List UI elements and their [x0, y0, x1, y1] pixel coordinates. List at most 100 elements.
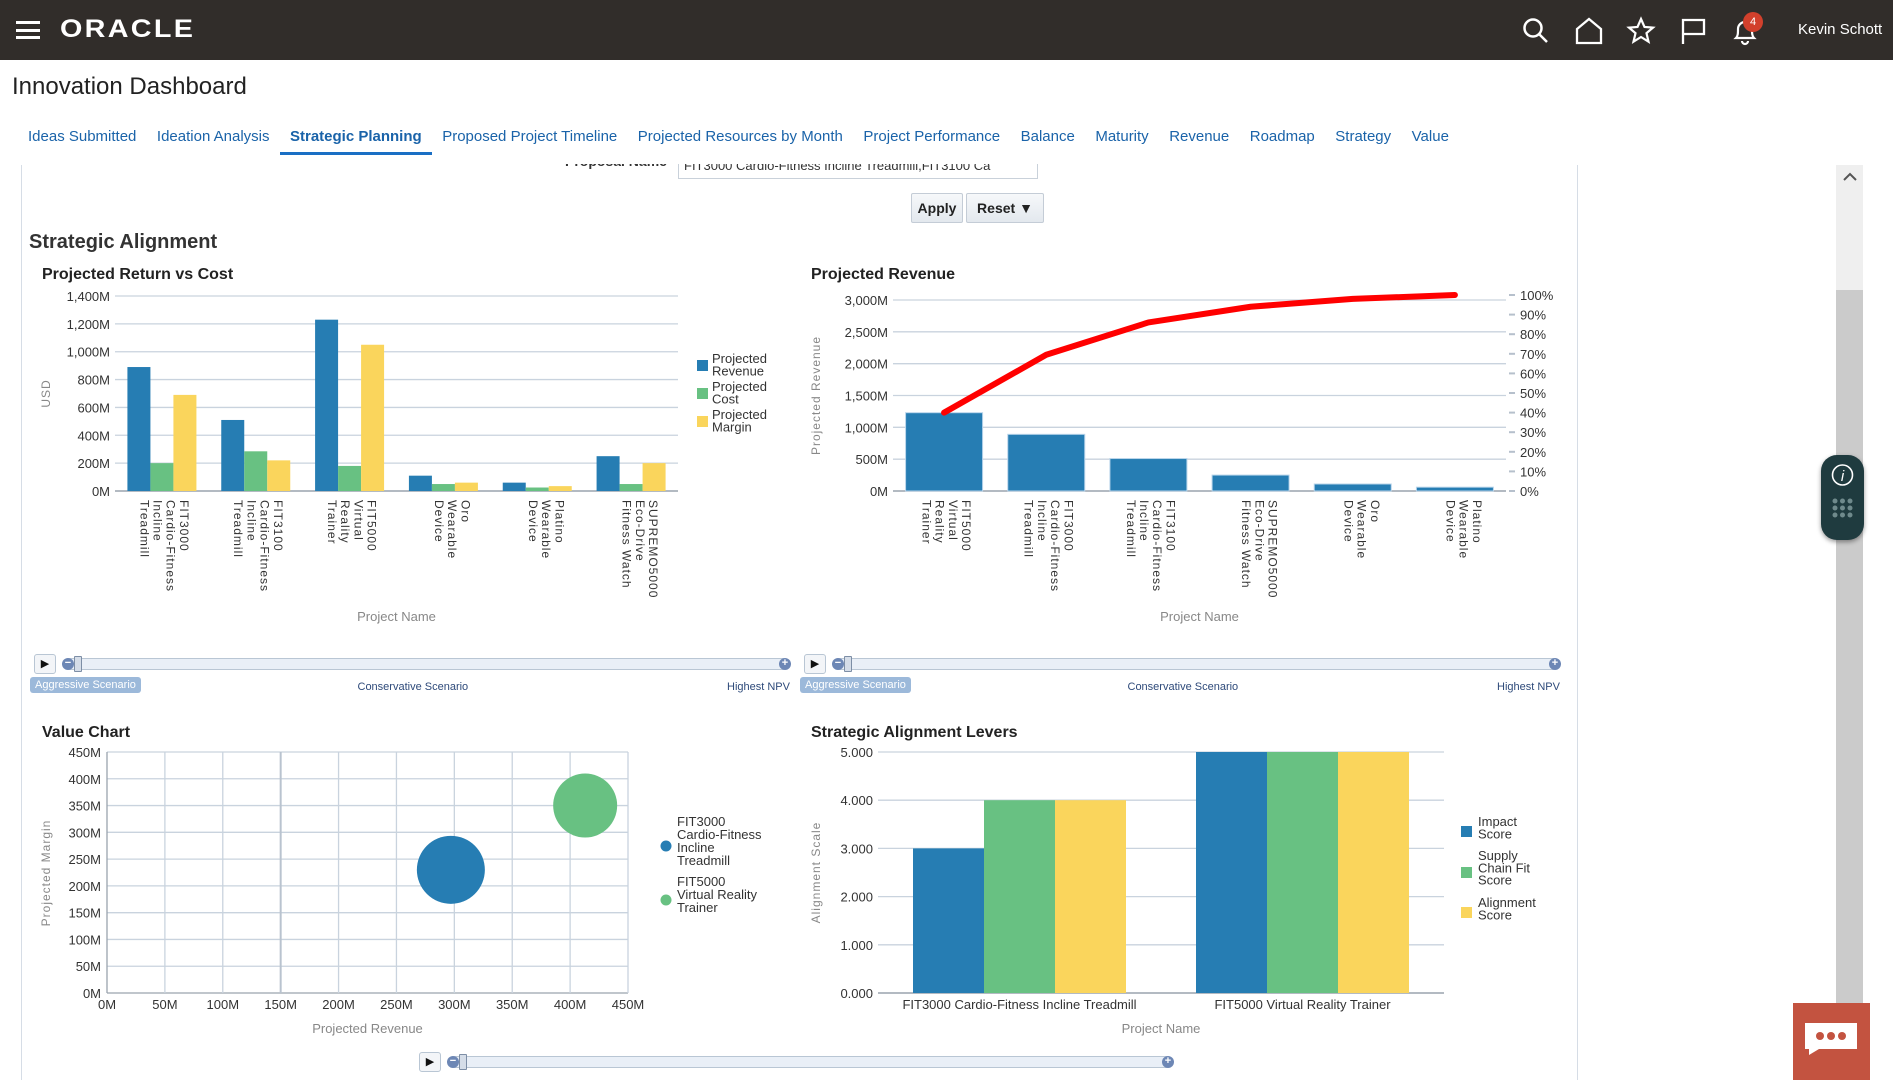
legend-label: Projected Revenue: [712, 351, 767, 378]
y-tick-label: 0M: [870, 484, 888, 499]
zoom-out-icon[interactable]: −: [62, 658, 74, 670]
play-button[interactable]: ▶: [804, 654, 826, 674]
legend-label-line: Chain Fit: [1478, 860, 1530, 875]
zoom-out-icon[interactable]: −: [832, 658, 844, 670]
scenario-slider-track[interactable]: [68, 658, 785, 670]
y-axis-title: USD: [39, 379, 53, 407]
tab-projected-resources-by-month[interactable]: Projected Resources by Month: [637, 128, 843, 145]
x-category-label: OroWearableDevice: [432, 500, 472, 559]
y2-tick-label: 50%: [1520, 386, 1546, 401]
flag-icon[interactable]: [1678, 16, 1708, 46]
search-icon[interactable]: [1521, 16, 1551, 46]
zoom-in-icon[interactable]: +: [1162, 1056, 1174, 1068]
x-category-label: FIT5000 Virtual Reality Trainer: [1214, 997, 1391, 1012]
x-category-label-line: Incline: [244, 500, 258, 542]
scenario-aggressive[interactable]: Aggressive Scenario: [800, 677, 911, 693]
star-icon[interactable]: [1626, 16, 1656, 46]
scenario-highest-npv[interactable]: Highest NPV: [727, 681, 790, 693]
legend-label-line: Virtual Reality: [677, 887, 757, 902]
legend-swatch: [1461, 907, 1472, 918]
tab-proposed-project-timeline[interactable]: Proposed Project Timeline: [442, 128, 618, 145]
tab-value[interactable]: Value: [1411, 128, 1449, 145]
zoom-in-icon[interactable]: +: [1549, 658, 1561, 670]
x-category-label-line: Cardio-Fitness: [1048, 500, 1062, 592]
y-tick-label: 150M: [68, 906, 101, 921]
chat-button[interactable]: [1793, 1003, 1870, 1080]
legend-label-line: Score: [1478, 907, 1512, 922]
tab-ideas-submitted[interactable]: Ideas Submitted: [28, 128, 137, 145]
home-icon[interactable]: [1574, 16, 1604, 46]
play-button[interactable]: ▶: [419, 1052, 441, 1072]
scenario-conservative[interactable]: Conservative Scenario: [1127, 681, 1239, 693]
legend-label-line: Impact: [1478, 814, 1517, 829]
x-category-label: FIT5000VirtualRealityTrainer: [325, 500, 379, 552]
zoom-out-icon[interactable]: −: [447, 1056, 459, 1068]
slider-thumb[interactable]: [844, 656, 852, 672]
svg-text:i: i: [1841, 468, 1845, 485]
tab-strategy[interactable]: Strategy: [1335, 128, 1392, 145]
legend-label-line: Treadmill: [677, 853, 730, 868]
bar-projected-revenue: [127, 367, 151, 491]
vertical-scrollbar[interactable]: [1836, 165, 1863, 1080]
x-category-label-line: Reality: [933, 500, 947, 544]
y-tick-label: 200M: [68, 879, 101, 894]
bar-projected-revenue: [221, 419, 245, 491]
chart-title: Projected Return vs Cost: [42, 266, 234, 283]
tab-roadmap[interactable]: Roadmap: [1249, 128, 1315, 145]
x-category-label-line: Device: [432, 500, 446, 543]
x-category-label-line: Cardio-Fitness: [258, 500, 272, 592]
bar-projected-margin: [454, 482, 478, 491]
y-tick-label: 0.000: [840, 986, 873, 1001]
bar-projected-cost: [338, 465, 362, 491]
tab-balance[interactable]: Balance: [1020, 128, 1075, 145]
y-tick-label: 1,200M: [67, 317, 110, 332]
x-category-label-line: FIT5000: [365, 500, 379, 552]
tab-strategic-planning[interactable]: Strategic Planning: [279, 128, 432, 155]
scrollbar-track-top[interactable]: [1836, 165, 1863, 290]
scenario-highest-npv[interactable]: Highest NPV: [1497, 681, 1560, 693]
tab-project-performance[interactable]: Project Performance: [863, 128, 1001, 145]
scenario-aggressive[interactable]: Aggressive Scenario: [30, 677, 141, 693]
zoom-in-icon[interactable]: +: [779, 658, 791, 670]
oracle-logo[interactable]: ORACLE: [60, 15, 196, 43]
bar-supply-chain-fit-score: [984, 800, 1055, 993]
y-tick-label: 1,500M: [845, 389, 888, 404]
x-category-label-line: Device: [1444, 500, 1458, 543]
y-tick-label: 600M: [77, 400, 110, 415]
scenario-slider-track[interactable]: [453, 1056, 1168, 1068]
tab-revenue[interactable]: Revenue: [1169, 128, 1230, 145]
floating-info-widget[interactable]: i: [1821, 455, 1864, 540]
x-category-label-line: Eco-Drive: [633, 500, 647, 562]
y-tick-label: 2.000: [840, 890, 873, 905]
x-tick-label: 450M: [612, 997, 645, 1012]
chart-title: Value Chart: [42, 724, 131, 741]
user-menu[interactable]: Kevin Schott: [1798, 21, 1883, 38]
x-category-label: FIT3000Cardio-FitnessInclineTreadmill: [137, 500, 191, 592]
y-tick-label: 4.000: [840, 793, 873, 808]
play-button[interactable]: ▶: [34, 654, 56, 674]
x-category-label-line: Wearable: [539, 500, 553, 559]
slider-thumb[interactable]: [459, 1054, 467, 1070]
chat-icon: [1805, 1023, 1857, 1055]
scenario-slider-track[interactable]: [838, 658, 1555, 670]
legend-label-line: Margin: [712, 419, 752, 434]
x-category-label: SUPREMO5000Eco-DriveFitness Watch: [1239, 500, 1279, 598]
slider-thumb[interactable]: [74, 656, 82, 672]
x-category-label-line: Incline: [1035, 500, 1049, 542]
legend-label: Supply Chain Fit Score: [1478, 848, 1530, 888]
legend-label: Projected Cost: [712, 379, 767, 406]
reset-button[interactable]: Reset ▼: [966, 193, 1044, 223]
scroll-up-icon[interactable]: [1840, 170, 1860, 184]
y-tick-label: 400M: [77, 428, 110, 443]
info-icon[interactable]: i: [1821, 455, 1864, 540]
apply-button[interactable]: Apply: [911, 193, 963, 223]
x-category-label-line: Oro: [1368, 500, 1382, 523]
hamburger-menu-icon[interactable]: [16, 21, 40, 39]
x-category-label-line: Reality: [338, 500, 352, 544]
x-tick-label: 50M: [152, 997, 177, 1012]
tab-maturity[interactable]: Maturity: [1095, 128, 1149, 145]
x-category-label: FIT5000VirtualRealityTrainer: [919, 500, 973, 552]
tab-ideation-analysis[interactable]: Ideation Analysis: [156, 128, 270, 145]
scenario-conservative[interactable]: Conservative Scenario: [357, 681, 469, 693]
